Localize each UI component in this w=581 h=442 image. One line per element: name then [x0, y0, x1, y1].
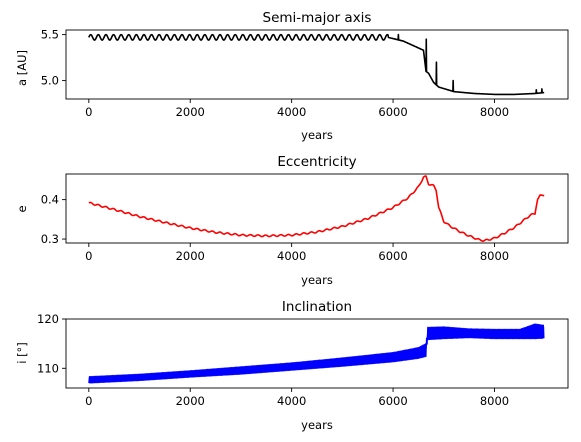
x-tick-label: 0	[85, 105, 92, 119]
series-line	[88, 33, 545, 96]
chart-title: Eccentricity	[277, 154, 356, 170]
x-tick-label: 0	[85, 249, 92, 263]
plot-area: 0 2000 4000 6000 8000 5.0 5.5	[41, 28, 545, 119]
plot-area: 0 2000 4000 6000 8000 0.3 0.4	[41, 175, 545, 263]
x-tick-label: 0	[85, 394, 92, 408]
y-axis-label: e	[15, 205, 29, 212]
y-tick-label: 0.4	[41, 193, 59, 207]
x-tick-label: 4000	[277, 394, 306, 408]
panel-eccentricity: Eccentricity e years 0 2000 4000 6000 8000 0.…	[15, 154, 569, 287]
y-tick-label: 0.3	[41, 232, 59, 246]
x-tick-label: 2000	[176, 249, 205, 263]
x-tick-label: 4000	[277, 249, 306, 263]
chart-title: Inclination	[282, 299, 352, 315]
x-tick-label: 4000	[277, 105, 306, 119]
x-tick-label: 8000	[480, 105, 509, 119]
x-tick-label: 8000	[480, 394, 509, 408]
plot-frame	[65, 318, 569, 389]
plot-frame	[65, 29, 569, 100]
plot-frame	[65, 173, 569, 244]
series-band	[88, 325, 545, 382]
y-tick-label: 120	[37, 312, 59, 326]
series-line	[88, 175, 545, 242]
y-axis-label: i [°]	[15, 342, 29, 364]
x-tick-label: 6000	[378, 394, 407, 408]
x-axis-label: years	[301, 273, 333, 287]
y-axis-label: a [AU]	[15, 50, 29, 86]
panel-inclination: Inclination i [°] years 0 2000 4000 6000 800…	[15, 299, 569, 432]
x-tick-label: 2000	[176, 394, 205, 408]
chart-title: Semi-major axis	[263, 10, 372, 26]
x-tick-label: 6000	[378, 105, 407, 119]
y-tick-label: 5.0	[41, 74, 59, 88]
panel-semi-major-axis: Semi-major axis a [AU] years 0 2000 4000 60…	[15, 10, 569, 142]
x-axis-label: years	[301, 128, 333, 142]
y-tick-label: 5.5	[41, 28, 59, 42]
plot-area: 0 2000 4000 6000 8000 110 120	[37, 312, 545, 408]
x-tick-label: 8000	[480, 249, 509, 263]
x-axis-label: years	[301, 418, 333, 432]
x-tick-label: 6000	[378, 249, 407, 263]
y-tick-label: 110	[37, 361, 59, 375]
x-tick-label: 2000	[176, 105, 205, 119]
